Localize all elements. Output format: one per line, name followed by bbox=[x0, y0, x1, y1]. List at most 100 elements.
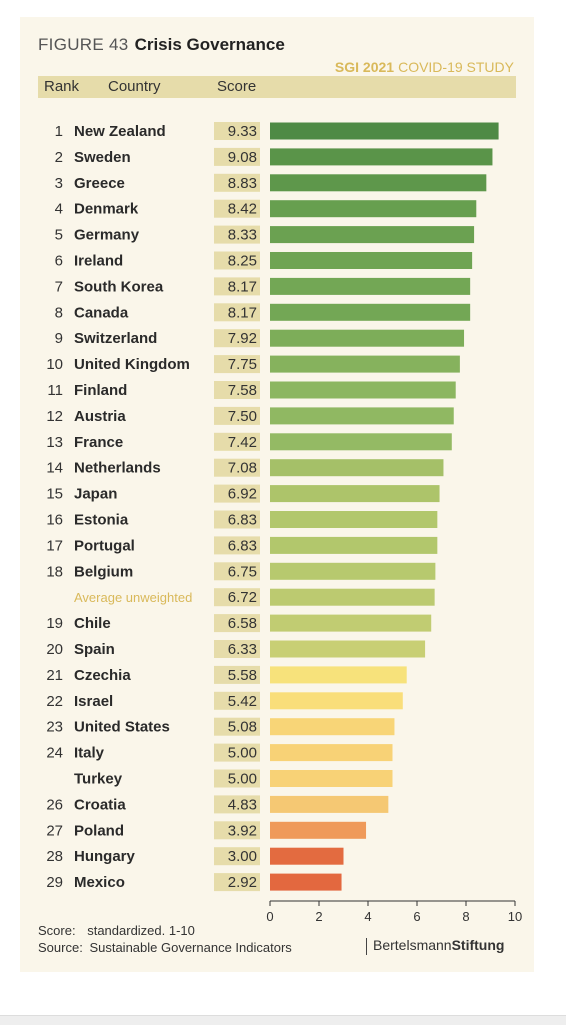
score-value: 6.92 bbox=[228, 486, 257, 503]
x-tick-label: 0 bbox=[266, 909, 273, 924]
score-value: 6.72 bbox=[228, 589, 257, 606]
country-label: United Kingdom bbox=[74, 356, 190, 373]
country-label: Portugal bbox=[74, 537, 135, 554]
score-chip bbox=[214, 847, 260, 866]
rank-label: 2 bbox=[55, 149, 63, 166]
header-score: Score bbox=[217, 78, 257, 95]
country-label: Netherlands bbox=[74, 460, 161, 477]
brand-light: Bertelsmann bbox=[373, 937, 452, 953]
bar bbox=[270, 536, 438, 554]
score-chip bbox=[214, 769, 260, 788]
rank-label: 5 bbox=[55, 227, 63, 244]
country-label: Canada bbox=[74, 304, 129, 321]
rank-label: 21 bbox=[46, 667, 63, 684]
score-chip bbox=[214, 536, 260, 555]
bar bbox=[270, 174, 487, 192]
rank-label: 6 bbox=[55, 253, 63, 270]
score-value: 3.00 bbox=[228, 848, 257, 865]
bar bbox=[270, 200, 477, 218]
country-label: Estonia bbox=[74, 512, 129, 529]
bar bbox=[270, 718, 395, 736]
country-label: Switzerland bbox=[74, 330, 157, 347]
bar bbox=[270, 795, 389, 813]
bar bbox=[270, 485, 440, 503]
footer-score-text: standardized. 1-10 bbox=[87, 923, 195, 938]
x-tick-label: 2 bbox=[315, 909, 322, 924]
bar bbox=[270, 744, 393, 762]
country-label: Israel bbox=[74, 693, 113, 710]
figure-title: FIGURE 43 Crisis Governance bbox=[38, 35, 285, 55]
rank-label: 28 bbox=[46, 848, 63, 865]
country-label: Spain bbox=[74, 641, 115, 658]
score-chip bbox=[214, 873, 260, 892]
bar bbox=[270, 226, 475, 244]
rank-label: 16 bbox=[46, 512, 63, 529]
footer-source-text: Sustainable Governance Indicators bbox=[89, 940, 292, 955]
score-chip bbox=[214, 251, 260, 270]
bar bbox=[270, 277, 471, 295]
score-value: 2.92 bbox=[228, 874, 257, 891]
country-label: Italy bbox=[74, 745, 105, 762]
x-tick-label: 6 bbox=[413, 909, 420, 924]
country-label: Belgium bbox=[74, 563, 133, 580]
score-value: 8.25 bbox=[228, 253, 257, 270]
rank-label: 22 bbox=[46, 693, 63, 710]
score-value: 5.58 bbox=[228, 667, 257, 684]
rank-label: 11 bbox=[47, 382, 63, 399]
country-label: Ireland bbox=[74, 253, 123, 270]
score-value: 7.08 bbox=[228, 460, 257, 477]
bar bbox=[270, 770, 393, 787]
country-label: Croatia bbox=[74, 796, 126, 813]
country-label: Chile bbox=[74, 615, 111, 632]
score-value: 8.17 bbox=[228, 278, 257, 295]
rank-label: 26 bbox=[46, 796, 63, 813]
bar bbox=[270, 407, 454, 425]
footer-score-label: Score: bbox=[38, 923, 76, 938]
brand-bold: Stiftung bbox=[451, 937, 505, 953]
score-value: 4.83 bbox=[228, 796, 257, 813]
rank-label: 15 bbox=[46, 486, 63, 503]
bar bbox=[270, 433, 452, 451]
country-label: Japan bbox=[74, 486, 117, 503]
rank-label: 23 bbox=[46, 719, 63, 736]
score-value: 5.42 bbox=[228, 693, 257, 710]
country-label: Hungary bbox=[74, 848, 136, 865]
rank-label: 9 bbox=[55, 330, 63, 347]
score-value: 8.33 bbox=[228, 227, 257, 244]
figure-name: Crisis Governance bbox=[134, 35, 285, 54]
x-tick-label: 10 bbox=[508, 909, 522, 924]
brand-logo: BertelsmannStiftung bbox=[366, 937, 504, 955]
country-label: Poland bbox=[74, 822, 124, 839]
bar bbox=[270, 821, 367, 839]
score-chip bbox=[214, 614, 260, 633]
x-tick-label: 4 bbox=[364, 909, 371, 924]
country-label: Germany bbox=[74, 227, 140, 244]
score-chip bbox=[214, 199, 260, 218]
footer-source-label: Source: bbox=[38, 940, 83, 955]
brand-separator bbox=[366, 937, 367, 955]
score-value: 8.83 bbox=[228, 175, 257, 192]
figure-number: FIGURE 43 bbox=[38, 35, 129, 54]
bar bbox=[270, 329, 465, 347]
rank-label: 4 bbox=[55, 201, 63, 218]
rank-label: 7 bbox=[55, 278, 63, 295]
table-header: Rank Country Score bbox=[38, 76, 516, 98]
score-value: 6.75 bbox=[228, 563, 257, 580]
bar bbox=[270, 459, 444, 477]
score-chip bbox=[214, 277, 260, 296]
footer-score-note: Score: standardized. 1-10 bbox=[38, 923, 195, 938]
score-value: 6.83 bbox=[228, 537, 257, 554]
score-value: 6.33 bbox=[228, 641, 257, 658]
score-value: 7.58 bbox=[228, 382, 257, 399]
score-chip bbox=[214, 510, 260, 529]
study-label-bold: SGI 2021 bbox=[334, 59, 395, 75]
bar bbox=[270, 355, 460, 373]
score-chip bbox=[214, 795, 260, 814]
rank-label: 27 bbox=[46, 822, 63, 839]
rank-label: 10 bbox=[46, 356, 63, 373]
score-chip bbox=[214, 640, 260, 658]
score-value: 8.42 bbox=[228, 201, 257, 218]
score-value: 7.75 bbox=[228, 356, 257, 373]
country-label: Denmark bbox=[74, 201, 139, 218]
score-chip bbox=[214, 147, 260, 166]
